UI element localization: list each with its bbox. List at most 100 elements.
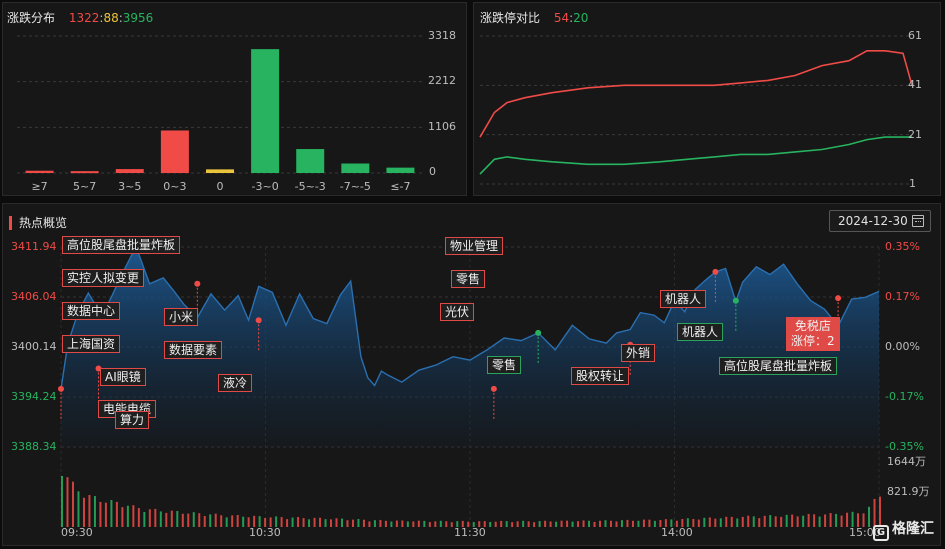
distribution-title: 涨跌分布: [7, 11, 56, 25]
volume-bar: [203, 516, 206, 527]
volume-bar: [659, 520, 662, 527]
x-tick-label: 5~7: [73, 180, 96, 193]
volume-bar: [527, 521, 530, 527]
volume-bar: [264, 517, 267, 527]
volume-bar: [626, 519, 629, 527]
volume-bar: [395, 520, 398, 527]
volume-bar: [269, 517, 272, 527]
event-tag[interactable]: 数据中心: [62, 302, 121, 320]
x-tick-label: -7~-5: [340, 180, 371, 193]
volume-bar: [489, 521, 492, 527]
volume-bar: [154, 508, 157, 527]
volume-bar: [846, 512, 849, 527]
event-tag[interactable]: 高位股尾盘批量炸板: [62, 236, 181, 254]
volume-bar: [351, 519, 354, 527]
event-tag[interactable]: 股权转让: [571, 367, 630, 385]
volume-bar: [862, 513, 865, 527]
event-tag[interactable]: 液冷: [218, 374, 253, 392]
volume-bar: [599, 520, 602, 527]
date-picker[interactable]: 2024-12-30: [829, 210, 931, 232]
event-tag[interactable]: 零售: [451, 270, 486, 288]
event-tag[interactable]: 物业管理: [445, 237, 504, 255]
volume-bar: [538, 521, 541, 527]
x-tick-label: 10:30: [249, 526, 281, 539]
volume-bar: [324, 519, 327, 527]
volume-bar: [807, 513, 810, 527]
volume-bar: [126, 505, 129, 527]
volume-bar: [604, 520, 607, 527]
event-tag[interactable]: 算力: [115, 411, 150, 429]
volume-bar: [456, 521, 459, 527]
distribution-panel: 涨跌分布 1322:88:3956 ≥7 5~7 3~5 0~3 0 -3~0 -5~-3-…: [2, 2, 467, 196]
event-tag[interactable]: 小米: [164, 308, 199, 326]
volume-bar: [571, 521, 574, 527]
volume-bar: [763, 515, 766, 527]
volume-bar: [879, 496, 881, 527]
volume-bar: [681, 518, 684, 527]
volume-bar: [439, 520, 442, 527]
event-tag[interactable]: 零售: [487, 356, 522, 374]
volume-bar: [692, 518, 695, 527]
limit-ratio-chart: [479, 35, 913, 185]
volume-bar: [434, 521, 437, 527]
volume-bar: [813, 514, 816, 527]
volume-bar: [373, 520, 376, 527]
event-tag[interactable]: 上海国资: [62, 335, 121, 353]
calendar-icon[interactable]: [912, 215, 924, 227]
volume-bar: [379, 519, 382, 527]
volume-bar: [549, 521, 552, 527]
volume-bar: [653, 520, 656, 527]
event-tag[interactable]: 机器人: [660, 290, 707, 308]
event-tag[interactable]: 外销: [621, 344, 656, 362]
volume-bar: [61, 476, 63, 527]
series-line: [479, 49, 913, 138]
volume-bar: [730, 516, 733, 527]
volume-bar: [697, 519, 700, 527]
event-tag[interactable]: 实控人拟变更: [62, 269, 145, 287]
event-marker: [835, 295, 842, 302]
volume-bar: [66, 477, 69, 527]
price-tick-label: 3406.04: [11, 290, 57, 303]
event-tag-highlight[interactable]: 免税店 涨停：2: [786, 317, 840, 351]
event-tag[interactable]: 光伏: [440, 303, 475, 321]
volume-bar: [231, 515, 234, 527]
volume-bar: [176, 510, 179, 527]
x-tick-label: -3~0: [252, 180, 279, 193]
volume-bar: [560, 520, 563, 527]
volume-bar: [423, 520, 426, 527]
volume-bar: [566, 520, 569, 527]
event-tag[interactable]: 机器人: [677, 323, 724, 341]
event-tag[interactable]: 数据要素: [164, 341, 223, 359]
volume-bar: [555, 521, 558, 527]
volume-bar: [664, 519, 667, 527]
volume-bar: [670, 519, 673, 527]
bar: [296, 149, 325, 173]
price-tick-label: 3411.94: [11, 240, 57, 253]
volume-bar: [577, 521, 580, 527]
volume-bar: [209, 514, 212, 527]
volume-bar: [736, 518, 739, 527]
volume-bar: [236, 515, 239, 527]
limit-ratio-title: 涨跌停对比: [480, 11, 541, 25]
volume-bar: [714, 518, 717, 527]
volume-bar: [582, 520, 585, 527]
bar: [115, 169, 144, 173]
y-tick-label: 61: [908, 29, 922, 42]
volume-bar: [187, 513, 190, 527]
volume-bar: [840, 515, 843, 527]
x-tick-label: 0~3: [163, 180, 186, 193]
volume-bar: [319, 517, 322, 527]
volume-bar: [511, 522, 514, 527]
bar: [25, 170, 54, 173]
volume-bar: [642, 519, 645, 527]
event-tag[interactable]: 高位股尾盘批量炸板: [719, 357, 838, 375]
section-accent: [9, 216, 12, 230]
volume-bar: [253, 515, 256, 527]
x-tick-label: 14:00: [661, 526, 693, 539]
date-value: 2024-12-30: [838, 214, 908, 228]
volume-bar: [412, 521, 415, 527]
volume-bar: [522, 520, 525, 527]
volume-bar: [291, 517, 294, 527]
x-tick-label: 0: [217, 180, 224, 193]
event-tag[interactable]: AI眼镜: [100, 368, 146, 386]
